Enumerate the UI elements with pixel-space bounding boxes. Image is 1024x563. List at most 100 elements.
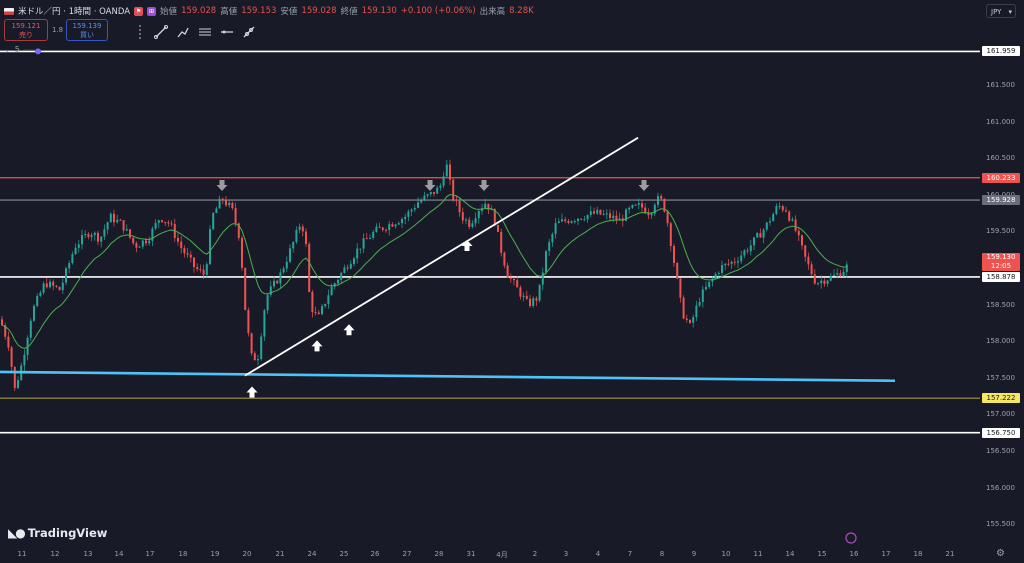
time-axis-label: 26 — [370, 550, 380, 558]
candle-body — [634, 204, 637, 206]
candle-body — [429, 191, 432, 195]
candle-body — [759, 233, 762, 238]
price-level-tag: 158.878 — [982, 271, 1020, 282]
candle-body — [503, 252, 506, 266]
down-arrow-icon — [638, 179, 650, 191]
candle-body — [234, 208, 237, 224]
currency-select[interactable]: JPY — [986, 4, 1016, 19]
candle-body — [135, 243, 138, 248]
candle-body — [413, 207, 416, 210]
candle-body — [801, 235, 803, 246]
candle-body — [765, 222, 768, 230]
candle-body — [701, 289, 704, 302]
candle-body — [666, 211, 669, 224]
candle-body — [58, 286, 61, 291]
candle-body — [97, 232, 99, 242]
candle-body — [557, 221, 560, 224]
candle-body — [116, 219, 119, 223]
symbol-title[interactable]: 米ドル／円 · 1時間 · OANDA — [18, 7, 131, 17]
brush-icon[interactable] — [241, 24, 257, 40]
candle-body — [756, 233, 759, 238]
price-level-tag: 160.233 — [982, 172, 1020, 183]
candle-body — [465, 219, 467, 221]
candle-body — [775, 206, 778, 214]
candle-body — [458, 200, 461, 213]
time-axis-label: 28 — [434, 550, 444, 558]
candle-body — [151, 228, 154, 241]
candle-body — [186, 253, 189, 255]
candle-body — [493, 209, 496, 225]
candle-body — [196, 267, 199, 270]
candle-body — [13, 366, 16, 389]
candle-body — [439, 185, 442, 188]
candle-body — [145, 240, 147, 244]
close-label: 終値 — [340, 7, 358, 17]
time-axis-label: 14 — [785, 550, 795, 558]
candle-body — [337, 279, 339, 284]
ray-line-icon[interactable] — [175, 24, 191, 40]
candle-body — [785, 210, 787, 212]
price-axis-label: 156.500 — [986, 447, 1015, 455]
collapse-chevron-icon[interactable]: ⌄ — [4, 45, 11, 54]
time-axis-label: 14 — [114, 550, 124, 558]
candle-body — [356, 248, 359, 259]
multi-chart-icon[interactable]: ⊞ — [147, 6, 157, 16]
candle-body — [391, 224, 394, 227]
candle-body — [826, 280, 829, 284]
candle-body — [570, 221, 573, 223]
candle-body — [746, 250, 749, 252]
candle-body — [330, 286, 333, 296]
trend-line-icon[interactable] — [153, 24, 169, 40]
candle-body — [103, 229, 106, 237]
up-arrow-icon — [461, 240, 473, 252]
candle-body — [4, 325, 7, 337]
brand-name: TradingView — [27, 526, 108, 540]
candle-body — [269, 286, 272, 295]
indicator-divider — [23, 49, 36, 50]
candle-body — [74, 247, 77, 255]
candle-body — [842, 271, 845, 277]
candle-body — [529, 298, 531, 306]
price-axis-label: 159.500 — [986, 227, 1015, 236]
candle-body — [215, 208, 218, 214]
candle-body — [298, 226, 301, 230]
candle-body — [324, 303, 327, 307]
drag-handle-icon[interactable] — [139, 25, 147, 39]
candle-body — [564, 219, 567, 221]
time-axis-label: 7 — [627, 550, 633, 558]
time-axis-label: 10 — [721, 550, 731, 558]
candle-body — [599, 209, 602, 215]
candle-body — [407, 211, 410, 217]
change-value: +0.100 (+0.06%) — [400, 6, 476, 16]
candle-body — [84, 233, 87, 236]
candle-body — [266, 294, 269, 311]
price-axis-label: 155.500 — [986, 520, 1015, 529]
buy-button[interactable]: 159.139 買い — [66, 19, 108, 41]
candle-body — [225, 200, 227, 206]
settings-gear-icon[interactable]: ⚙ — [996, 548, 1005, 559]
horizontal-line-icon[interactable] — [219, 24, 235, 40]
candle-body — [669, 223, 672, 247]
tradingview-logo-icon: ◣● — [8, 526, 26, 540]
time-axis-label: 8 — [659, 550, 665, 558]
candle-body — [138, 246, 141, 248]
candle-body — [388, 224, 391, 230]
indicator-legend[interactable]: ⌄ 5 — [4, 45, 36, 54]
candle-body — [689, 320, 691, 323]
candle-body — [596, 209, 599, 214]
candle-body — [433, 191, 435, 194]
current-price-tag: 159.130 12:05 — [982, 253, 1020, 272]
flag-icon[interactable]: ⚑ — [134, 6, 144, 16]
candle-body — [586, 214, 589, 220]
time-axis[interactable]: 11 12 13 14 17 18 19 20 21 24 25 26 27 28 31 4月 2 3 4 7 8 9 10… — [0, 546, 980, 563]
candle-body — [737, 261, 739, 263]
candle-body — [29, 320, 32, 338]
parallel-channel-icon[interactable] — [197, 24, 213, 40]
sell-button[interactable]: 159.121 売り — [4, 19, 48, 41]
candle-body — [426, 194, 429, 196]
candle-body — [519, 287, 522, 297]
candle-body — [609, 213, 611, 219]
candle-body — [157, 220, 160, 223]
